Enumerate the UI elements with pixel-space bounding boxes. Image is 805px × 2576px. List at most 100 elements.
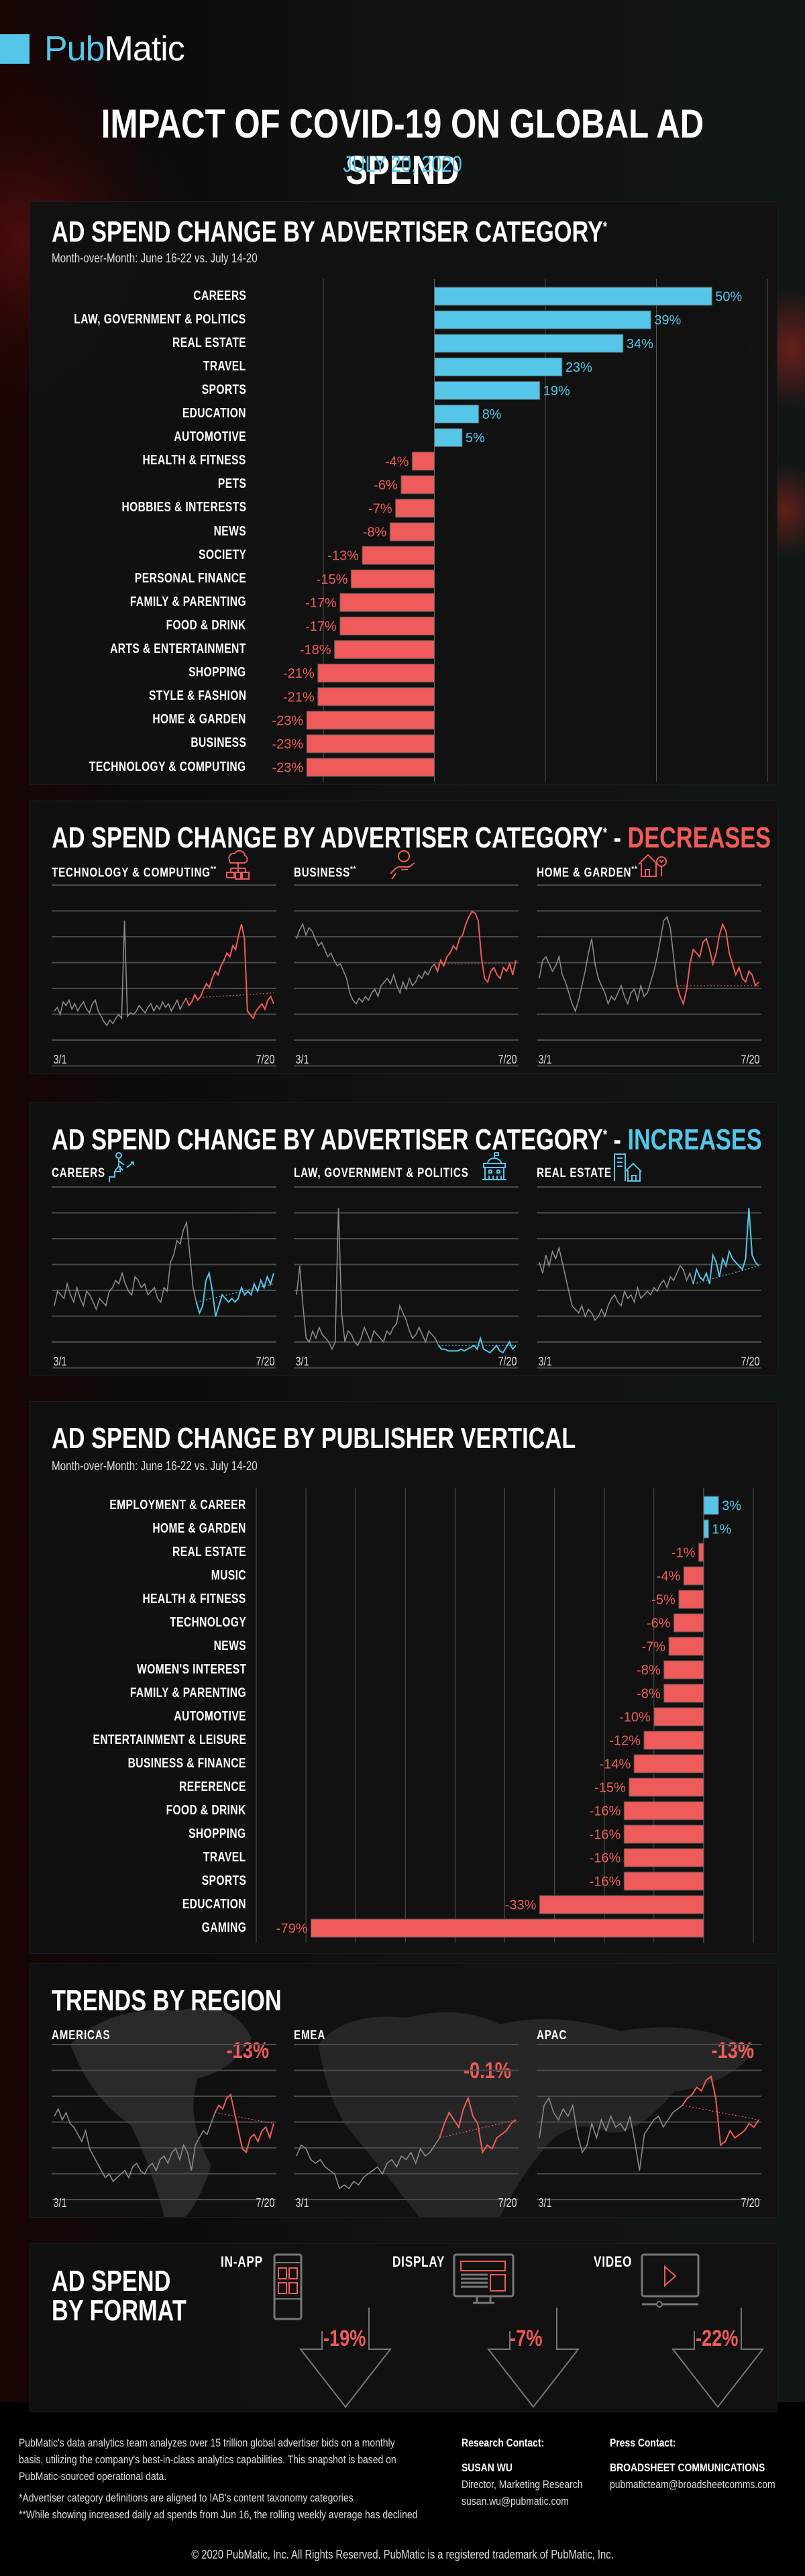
- advertiser-category-panel: AD SPEND CHANGE BY ADVERTISER CATEGORY* …: [30, 201, 777, 785]
- bar: [362, 546, 435, 565]
- category-label: SHOPPING: [189, 665, 246, 680]
- decreases-title: AD SPEND CHANGE BY ADVERTISER CATEGORY* …: [52, 821, 771, 854]
- bar: [623, 1824, 704, 1844]
- bar-value-label: -7%: [641, 1640, 665, 1655]
- trend-line-highlight: [195, 1271, 274, 1317]
- category-label: HEALTH & FITNESS: [142, 1591, 246, 1606]
- bar-value-label: -18%: [300, 643, 331, 658]
- x-axis-end-label: 7/20: [256, 1355, 275, 1368]
- house-tree-icon: [638, 854, 667, 877]
- bar: [703, 1519, 709, 1539]
- bar-value-label: 19%: [543, 384, 570, 399]
- research-contact-email[interactable]: susan.wu@pubmatic.com: [462, 2495, 569, 2508]
- trend-line-highlight: [692, 1208, 759, 1284]
- trend-line-chart: [52, 1186, 276, 1369]
- logo-square-icon: [0, 34, 30, 64]
- category-label: HOME & GARDEN: [152, 1521, 246, 1536]
- bar-value-label: -8%: [637, 1687, 661, 1702]
- chart-panel-title: BUSINESS**: [294, 864, 357, 880]
- category-label: BUSINESS: [191, 735, 246, 751]
- desktop-monitor-icon: [453, 2253, 515, 2304]
- trend-line-highlight: [214, 2093, 274, 2154]
- bar-value-label: -17%: [305, 596, 337, 611]
- category-label: CAREERS: [193, 288, 246, 303]
- format-label: IN-APP: [221, 2253, 263, 2270]
- category-label: ARTS & ENTERTAINMENT: [110, 641, 246, 657]
- category-label: EDUCATION: [182, 406, 246, 421]
- x-axis-start-label: 3/1: [53, 2196, 67, 2210]
- bar: [629, 1778, 704, 1797]
- bar-value-label: -13%: [327, 549, 359, 564]
- x-axis-end-label: 7/20: [498, 1053, 517, 1066]
- bar-value-label: -8%: [637, 1663, 661, 1678]
- bar: [434, 405, 480, 424]
- increases-panel: AD SPEND CHANGE BY ADVERTISER CATEGORY* …: [30, 1102, 777, 1376]
- x-axis-start-label: 3/1: [295, 1355, 309, 1368]
- real-estate-buildings-icon: [614, 1153, 642, 1182]
- bar-value-label: -16%: [590, 1804, 621, 1819]
- bar-value-label: -4%: [657, 1569, 681, 1584]
- bar-value-label: -6%: [374, 478, 398, 493]
- publisher-vertical-chart: 3% 1% -1% -4% -5% -6% -7% -8% -8% -10% -12% -14% -15…: [256, 1488, 754, 1943]
- bar-value-label: -7%: [368, 501, 392, 516]
- bar-value-label: -21%: [283, 666, 315, 681]
- trend-dotted-line: [682, 2105, 759, 2120]
- category-label: TECHNOLOGY: [170, 1614, 246, 1630]
- trend-dotted-line: [186, 992, 274, 999]
- cloud-network-icon: [226, 849, 250, 880]
- bar-value-label: 5%: [466, 431, 485, 446]
- region-change-value: -13%: [711, 2038, 755, 2063]
- advertiser-category-chart: 50% 39%34% 23% 19% 8% 5% -4% -6% -7% -8% -13% -15% -…: [272, 279, 768, 782]
- bar: [317, 664, 435, 683]
- world-map-background: [70, 2008, 755, 2217]
- format-change-value: -22%: [695, 2326, 739, 2351]
- trend-line-chart: [294, 1186, 519, 1369]
- chart-panel-title: EMEA: [294, 2028, 326, 2043]
- trend-line-baseline: [296, 923, 435, 1005]
- x-axis-start-label: 3/1: [53, 1053, 67, 1066]
- bar-value-label: -23%: [272, 713, 303, 728]
- bar: [643, 1731, 704, 1750]
- category-label: FOOD & DRINK: [166, 617, 246, 633]
- decreases-panel: AD SPEND CHANGE BY ADVERTISER CATEGORY* …: [30, 801, 777, 1074]
- bar-value-label: -23%: [272, 737, 303, 752]
- about-text: PubMatic's data analytics team analyzes …: [19, 2436, 396, 2483]
- category-label: SOCIETY: [198, 547, 246, 562]
- chart-panel-title: AMERICAS: [52, 2028, 111, 2043]
- bar: [668, 1637, 704, 1656]
- bar-value-label: 50%: [715, 290, 742, 305]
- trend-line-baseline: [296, 1208, 439, 1351]
- category-label: REAL ESTATE: [172, 1544, 246, 1559]
- x-axis-start-label: 3/1: [295, 1053, 309, 1066]
- press-contact-email[interactable]: pubmaticteam@broadsheetcomms.com: [610, 2478, 775, 2491]
- bar-value-label: -21%: [283, 690, 315, 705]
- bar: [339, 593, 435, 612]
- bar: [317, 687, 435, 707]
- pubmatic-logo: Pub Matic: [0, 30, 185, 68]
- region-title: TRENDS BY REGION: [52, 1984, 282, 2017]
- trend-line-chart: [52, 884, 276, 1067]
- bar: [633, 1754, 704, 1773]
- x-axis-end-label: 7/20: [498, 2196, 517, 2210]
- trend-line-baseline: [54, 1220, 197, 1311]
- bar-value-label: -8%: [363, 525, 387, 540]
- trend-line-chart: [294, 2044, 519, 2200]
- bar: [434, 357, 563, 376]
- bar: [350, 569, 435, 588]
- chart-panel-title: APAC: [537, 2028, 568, 2043]
- bar: [434, 428, 463, 448]
- bar: [306, 758, 435, 777]
- logo-text-pub: Pub: [44, 30, 105, 68]
- bar: [434, 333, 624, 353]
- bar-value-label: -1%: [672, 1546, 696, 1561]
- trend-line-chart: [52, 2044, 276, 2200]
- bar: [306, 711, 435, 730]
- bar: [395, 499, 435, 518]
- bar-value-label: -12%: [609, 1734, 641, 1749]
- x-axis-start-label: 3/1: [53, 1355, 67, 1368]
- trend-line-baseline: [54, 2108, 216, 2183]
- category-label: PETS: [217, 476, 246, 492]
- x-axis-start-label: 3/1: [538, 1355, 552, 1368]
- trend-line-chart: [537, 884, 761, 1067]
- bar-value-label: -16%: [590, 1851, 621, 1866]
